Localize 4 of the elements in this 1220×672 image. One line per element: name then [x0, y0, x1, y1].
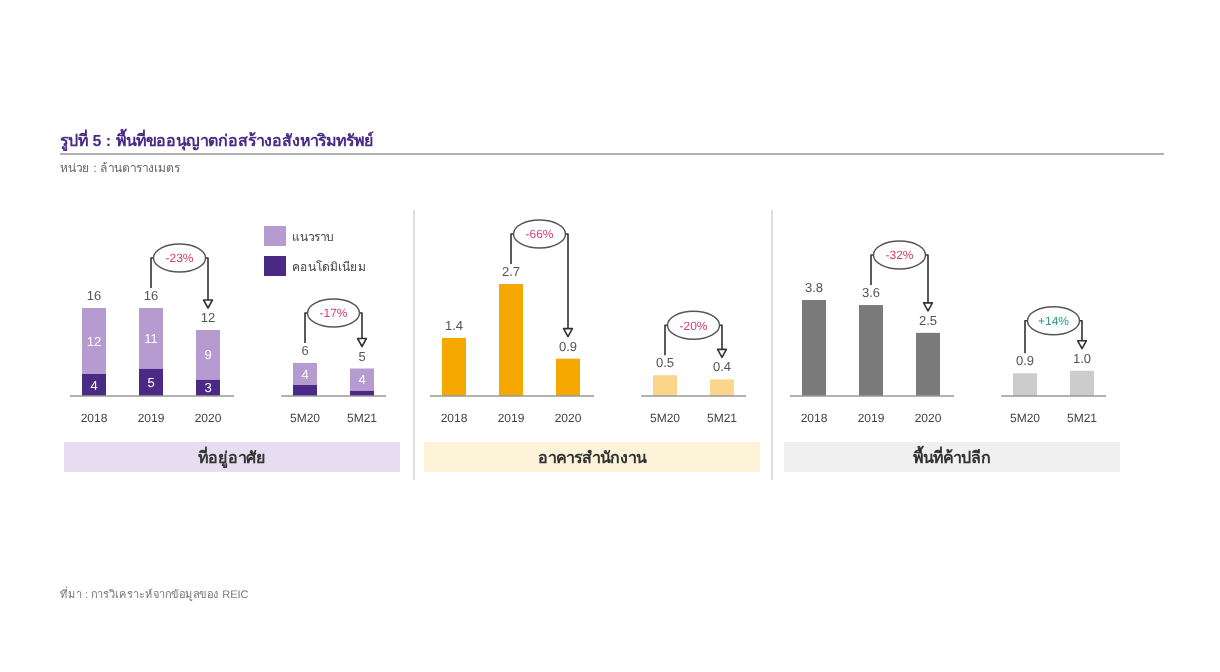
x-axis-title: อาคารสำนักงาน: [538, 449, 648, 467]
x-axis-title: พื้นที่ค้าปลีก: [913, 445, 991, 467]
x-axis-title: ที่อยู่อาศัย: [198, 445, 266, 469]
chart-title: รูปที่ 5 : พื้นที่ขออนุญาตก่อสร้างอสังหาริมทรัพย์: [60, 128, 374, 152]
